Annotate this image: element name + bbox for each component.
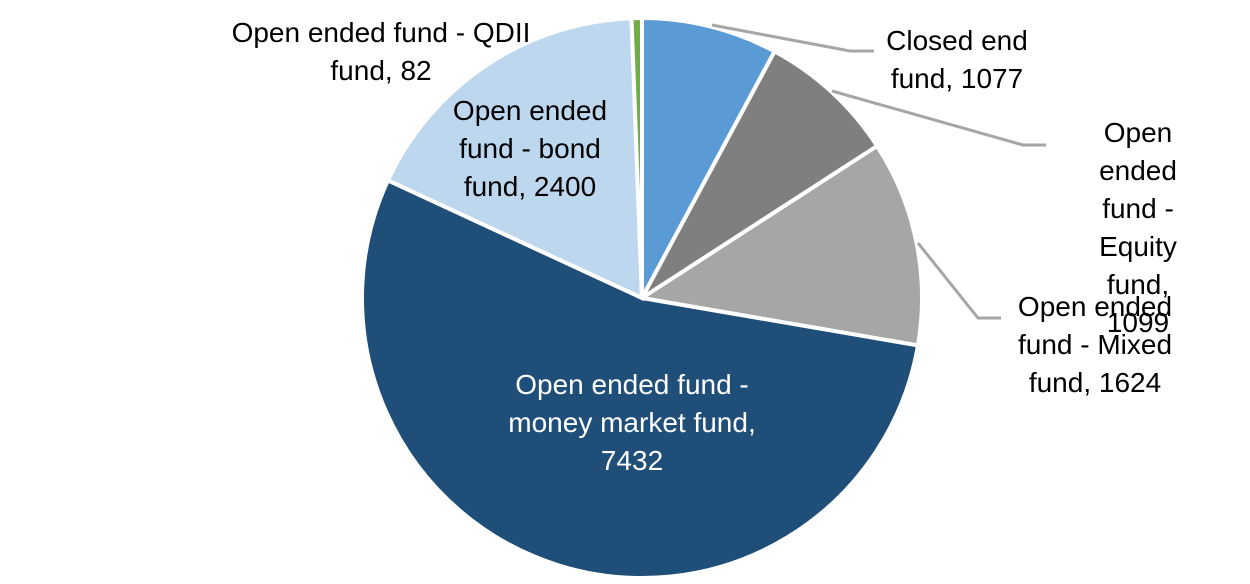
- pie-slice-open-ended-qdii-fund: [629, 15, 644, 299]
- leader-line-open-ended-mixed-fund: [916, 242, 1001, 320]
- slice-callout-closed-end-fund: Closed end fund, 1077: [886, 25, 1028, 94]
- slice-callout-open-ended-mixed-fund: Open ended fund - Mixed fund, 1624: [1017, 291, 1173, 398]
- leader-line-open-ended-equity-fund: [831, 89, 1046, 147]
- pie-slice-open-ended-bond-fund: [385, 16, 645, 302]
- pie-slice-closed-end-fund: [640, 15, 778, 299]
- leader-line-closed-end-fund: [711, 23, 874, 53]
- slice-callout-open-ended-bond-fund: Open ended fund - bond fund, 2400: [452, 95, 608, 202]
- slice-callout-open-ended-equity-fund: Open ended fund - Equity fund, 1099: [1099, 117, 1177, 338]
- slice-callout-open-ended-money-market-fund: Open ended fund - money market fund, 743…: [508, 369, 756, 476]
- pie-slice-open-ended-mixed-fund: [636, 143, 924, 348]
- slice-callout-open-ended-qdii-fund: Open ended fund - QDII fund, 82: [231, 17, 531, 86]
- pie-slice-open-ended-money-market-fund: [360, 177, 921, 580]
